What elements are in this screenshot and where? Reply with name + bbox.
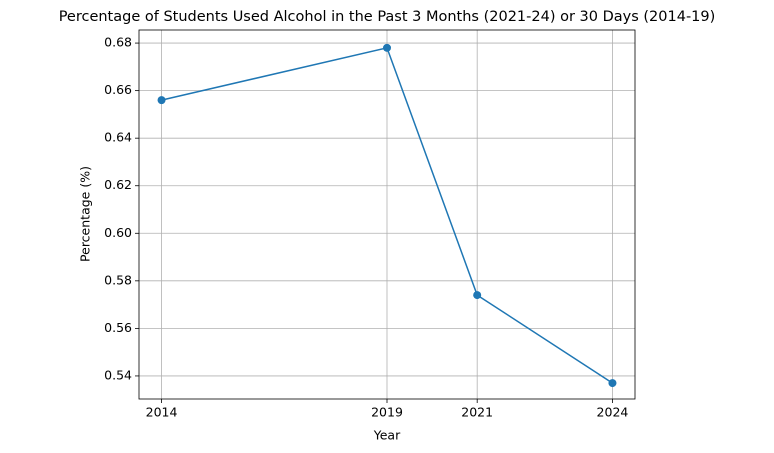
y-tick-label: 0.54 <box>104 367 132 382</box>
y-tick-label: 0.64 <box>104 130 132 145</box>
point <box>383 43 391 52</box>
y-axis-label: Percentage (%) <box>78 166 93 262</box>
chart-title: Percentage of Students Used Alcohol in t… <box>59 9 716 25</box>
x-tick-label: 2014 <box>146 405 178 420</box>
plot-frame <box>138 29 636 400</box>
x-tick-label: 2021 <box>461 405 493 420</box>
y-tick-label: 0.58 <box>104 272 132 287</box>
point <box>157 96 166 105</box>
y-tick-label: 0.68 <box>104 35 132 50</box>
x-tick-label: 2024 <box>597 405 629 420</box>
y-tick-label: 0.60 <box>104 225 132 240</box>
x-axis-label: Year <box>373 428 401 443</box>
x-tick-label: 2019 <box>371 405 403 420</box>
line <box>161 46 613 384</box>
point <box>608 379 617 388</box>
y-tick-label: 0.62 <box>104 177 132 192</box>
y-tick-label: 0.66 <box>104 82 132 97</box>
point <box>473 291 482 300</box>
y-tick-label: 0.56 <box>104 320 132 335</box>
